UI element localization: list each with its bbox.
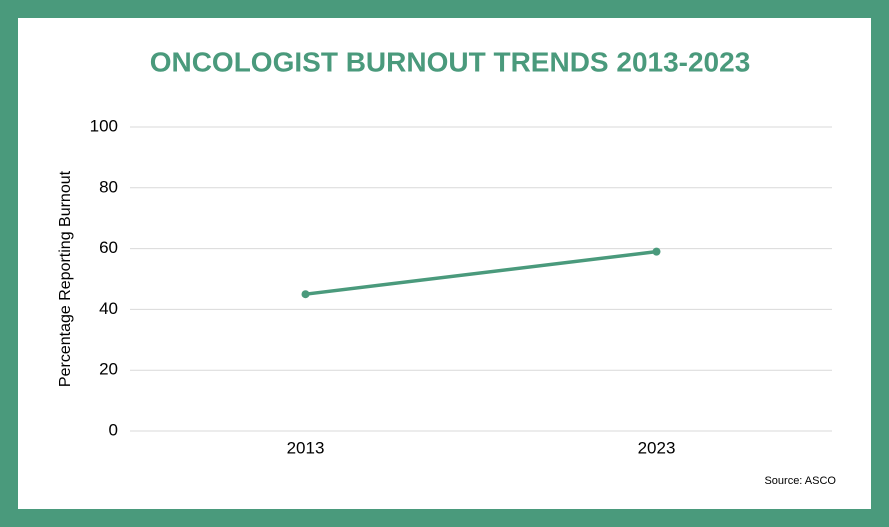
point bbox=[301, 290, 310, 299]
y-tick-label: 40 bbox=[99, 299, 118, 318]
y-tick-label: 80 bbox=[99, 177, 118, 196]
y-tick-label: 60 bbox=[99, 238, 118, 257]
y-tick-label: 0 bbox=[109, 420, 118, 439]
point bbox=[652, 247, 661, 256]
source-note: Source: ASCO bbox=[764, 475, 836, 487]
x-tick-label: 2013 bbox=[287, 438, 325, 457]
x-tick-label: 2023 bbox=[638, 438, 676, 457]
y-axis-label: Percentage Reporting Burnout bbox=[57, 170, 74, 387]
chart-title: ONCOLOGIST BURNOUT TRENDS 2013-2023 bbox=[150, 46, 751, 77]
y-tick-label: 100 bbox=[90, 116, 118, 135]
line bbox=[305, 249, 657, 296]
y-tick-label: 20 bbox=[99, 360, 118, 379]
